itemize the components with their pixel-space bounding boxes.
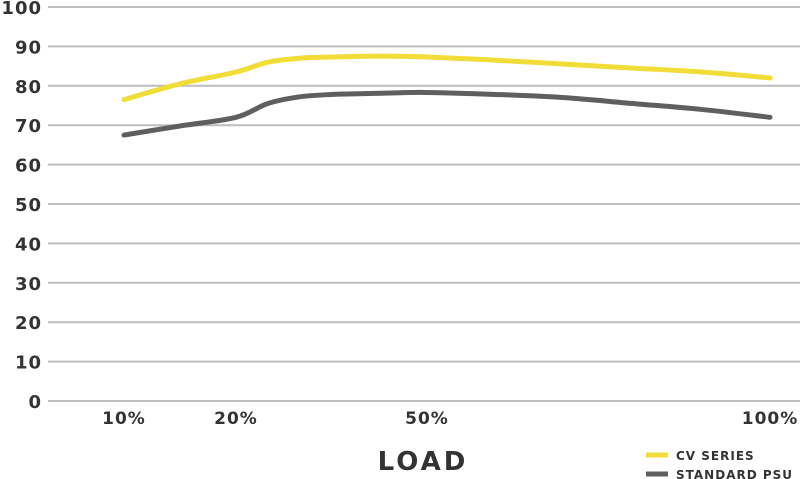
y-tick-label: 30 [15, 274, 42, 295]
x-axis-ticks: 10% 20% 50% 100% [102, 409, 799, 429]
y-tick-label: 100 [1, 0, 42, 19]
x-tick-label: 100% [742, 409, 799, 429]
legend: CV SERIES STANDARD PSU [646, 449, 793, 479]
x-tick-label: 50% [405, 409, 449, 429]
x-tick-label: 20% [214, 409, 258, 429]
y-axis-ticks: 0 10 20 30 40 50 60 70 80 90 100 [1, 0, 42, 413]
y-tick-label: 90 [15, 37, 42, 58]
y-tick-label: 0 [28, 392, 42, 413]
y-tick-label: 40 [15, 234, 42, 255]
y-tick-label: 80 [15, 77, 42, 98]
y-tick-label: 70 [15, 116, 42, 137]
legend-label: STANDARD PSU [676, 468, 793, 479]
x-axis-title: LOAD [378, 447, 469, 477]
x-tick-label: 10% [102, 409, 146, 429]
y-tick-label: 50 [15, 195, 42, 216]
grid-layer [48, 6, 800, 402]
series-line-standard-psu [121, 89, 773, 138]
series-line-cv-series [121, 53, 773, 103]
y-tick-label: 60 [15, 156, 42, 177]
legend-label: CV SERIES [676, 449, 755, 463]
series-layer [121, 53, 773, 138]
y-tick-label: 10 [15, 353, 42, 374]
y-tick-label: 20 [15, 313, 42, 334]
